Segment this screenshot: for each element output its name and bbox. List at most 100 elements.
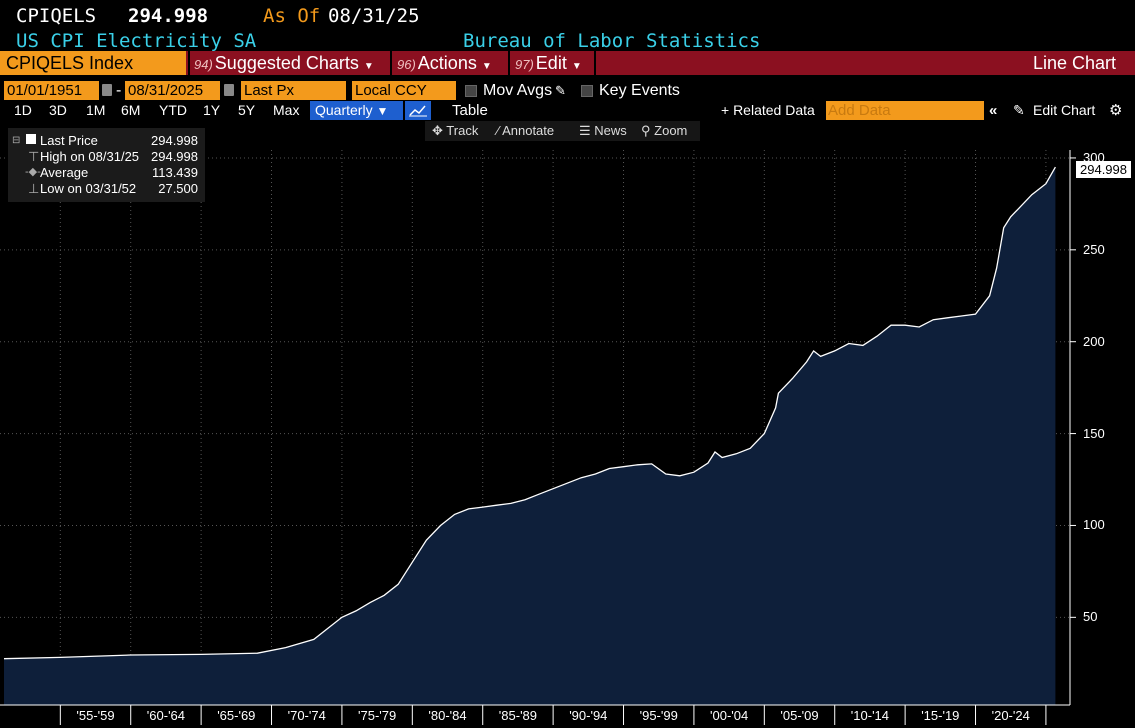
field-selector[interactable]: Last Px (241, 81, 346, 100)
x-tick-label: '90-'94 (569, 708, 608, 723)
calendar-icon[interactable] (224, 84, 234, 96)
chart-tools-bar (425, 121, 700, 141)
edit-label: Edit (535, 53, 567, 73)
y-tick-marks (1070, 157, 1076, 618)
end-date-input[interactable]: 08/31/2025 (125, 81, 220, 100)
gear-icon[interactable]: ⚙ (1109, 102, 1123, 119)
table-button[interactable]: Table (452, 102, 488, 119)
x-tick-label: '95-'99 (639, 708, 678, 723)
edit-chart-button[interactable]: Edit Chart (1033, 102, 1096, 118)
low-marker-icon: ⊥ (28, 181, 40, 196)
x-tick-label: '85-'89 (498, 708, 538, 723)
period-selector[interactable]: Quarterly ▼ (310, 101, 403, 120)
annotate-tool[interactable]: ∕ Annotate (497, 121, 554, 141)
x-tick-label: '75-'79 (358, 708, 397, 723)
suggested-charts-menu[interactable]: 94) Suggested Charts ▼ (194, 51, 374, 75)
y-tick-label: 250 (1083, 241, 1105, 257)
annotate-icon: ∕ (497, 123, 500, 138)
y-tick-label: 100 (1083, 517, 1105, 533)
average-marker-icon: -◆- (25, 166, 41, 178)
crosshair-icon: ✥ (432, 123, 443, 138)
news-label: News (594, 123, 627, 138)
pencil-icon[interactable]: ✎ (555, 83, 566, 98)
price-area-fill (4, 167, 1056, 706)
x-tick-label: '05-'09 (780, 708, 819, 723)
legend-average-value: 113.439 (151, 165, 198, 180)
collapse-box-icon[interactable]: ⊟ (12, 135, 21, 146)
chart-type-label: Line Chart (1032, 53, 1116, 73)
range-1m[interactable]: 1M (86, 102, 106, 118)
as-of-label: As Of (263, 5, 321, 27)
x-tick-label: '15-'19 (921, 708, 960, 723)
header-row: CPIQELS 294.998 As Of 08/31/25 (0, 0, 1135, 30)
news-icon: ☰ (579, 123, 591, 138)
range-max[interactable]: Max (273, 102, 300, 118)
key-events-label: Key Events (599, 82, 680, 99)
menu-number: 94) (194, 57, 213, 72)
series-color-swatch (26, 134, 36, 144)
actions-label: Actions (417, 53, 477, 73)
x-tick-label: '60-'64 (146, 708, 186, 723)
range-1y[interactable]: 1Y (203, 102, 221, 118)
chart-legend: ⊟ Last Price 294.998 ⊤ High on 08/31/25 … (8, 128, 205, 202)
price-line (3, 166, 1056, 660)
collapse-icon[interactable]: « (989, 102, 998, 119)
range-5y[interactable]: 5Y (238, 102, 256, 118)
add-data-input[interactable]: Add Data (826, 101, 984, 120)
security-field[interactable]: CPIQELS Index (0, 51, 186, 75)
data-source: Bureau of Labor Statistics (463, 30, 761, 52)
legend-high-value: 294.998 (151, 149, 198, 164)
news-tool[interactable]: ☰ News (579, 121, 627, 141)
x-tick-label: '20-'24 (991, 708, 1030, 723)
x-tick-label: '80-'84 (428, 708, 467, 723)
dropdown-arrow-icon: ▼ (571, 61, 582, 72)
period-label: Quarterly (315, 102, 373, 118)
annotate-label: Annotate (502, 123, 555, 138)
legend-last-value: 294.998 (151, 133, 198, 148)
dropdown-arrow-icon: ▼ (363, 61, 374, 72)
track-tool[interactable]: ✥ Track (432, 121, 478, 141)
date-range-dash: - (116, 82, 122, 99)
x-tick-label: '70-'74 (287, 708, 326, 723)
security-description: US CPI Electricity SA (16, 30, 257, 52)
y-tick-label: 150 (1083, 425, 1105, 441)
magnifier-icon: ⚲ (641, 123, 651, 138)
mov-avgs-label: Mov Avgs (483, 82, 553, 99)
legend-last-label: Last Price (40, 133, 98, 148)
as-of-date: 08/31/25 (328, 5, 420, 27)
legend-high-label: High on 08/31/25 (40, 149, 140, 164)
menu-number: 96) (397, 57, 416, 72)
calendar-icon[interactable] (102, 84, 112, 96)
start-date-input[interactable]: 01/01/1951 (4, 81, 99, 100)
range-1d[interactable]: 1D (14, 102, 32, 118)
line-chart-icon (409, 105, 427, 117)
line-chart-button[interactable] (405, 101, 431, 120)
x-tick-label: '00-'04 (710, 708, 749, 723)
zoom-label: Zoom (654, 123, 688, 138)
last-price: 294.998 (128, 5, 209, 27)
key-events-checkbox[interactable] (581, 85, 593, 97)
range-3d[interactable]: 3D (49, 102, 67, 118)
currency-selector[interactable]: Local CCY (352, 81, 456, 100)
last-value-marker: 294.998 (1076, 161, 1131, 178)
dropdown-arrow-icon: ▼ (481, 61, 492, 72)
x-tick-label: '55-'59 (76, 708, 115, 723)
pencil-icon[interactable]: ✎ (1013, 102, 1025, 118)
suggested-charts-label: Suggested Charts (214, 53, 359, 73)
track-label: Track (446, 123, 479, 138)
y-tick-label: 50 (1083, 609, 1098, 625)
related-data-button[interactable]: + Related Data (721, 102, 815, 118)
x-tick-label: '65-'69 (217, 708, 256, 723)
menu-number: 97) (515, 57, 534, 72)
range-ytd[interactable]: YTD (159, 102, 187, 118)
x-tick-label: '10-'14 (850, 708, 890, 723)
function-menu-bar: CPIQELS Index 94) Suggested Charts ▼ 96) A… (0, 51, 1135, 75)
dropdown-arrow-icon: ▼ (376, 104, 389, 118)
actions-menu[interactable]: 96) Actions ▼ (397, 51, 492, 75)
edit-menu[interactable]: 97) Edit ▼ (515, 51, 582, 75)
zoom-tool[interactable]: ⚲ Zoom (641, 121, 687, 141)
x-tick-marks (59, 705, 1047, 725)
mov-avgs-checkbox[interactable] (465, 85, 477, 97)
range-6m[interactable]: 6M (121, 102, 141, 118)
